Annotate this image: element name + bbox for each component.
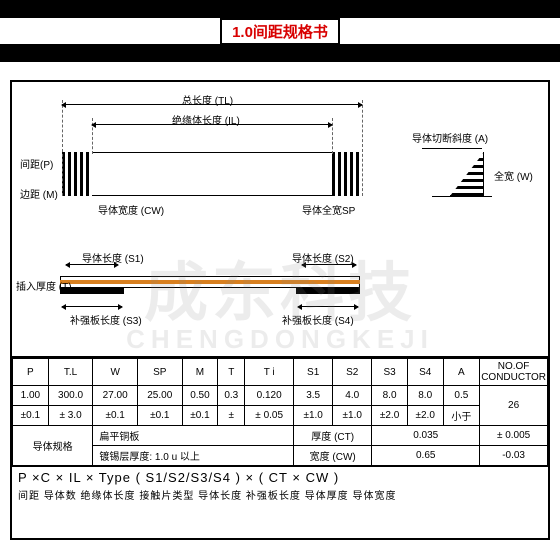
cell: 4.0 [333, 386, 372, 406]
section-bot-line [432, 196, 492, 197]
cable-top-body [82, 152, 342, 196]
ti-label: 插入厚度 (T) [16, 278, 72, 293]
hdr-m: M [182, 359, 218, 386]
cell-mat: 扁平铜板 [93, 426, 294, 446]
cell-speclabel: 导体规格 [13, 426, 93, 466]
diagram-area: 总长度 (TL) 绝缘体长度 (IL) 间距(P) 边距 (M) 导体宽度 (C… [12, 82, 548, 358]
tl-label: 总长度 (TL) [182, 92, 233, 107]
formula-sub: 间距 导体数 绝缘体长度 接触片类型 导体长度 补强板长度 导体厚度 导体宽度 [18, 487, 548, 502]
s4-label: 补强板长度 (S4) [282, 312, 354, 327]
table-row-mat2: 镀锡层厚度: 1.0 u 以上 宽度 (CW) 0.65 -0.03 [13, 446, 548, 466]
cell-cwlbl: 宽度 (CW) [294, 446, 372, 466]
pitch-label: 间距(P) [20, 156, 53, 171]
cw-label: 导体宽度 (CW) [98, 202, 164, 217]
s3-dim [62, 306, 122, 307]
cell: ±0.1 [137, 406, 182, 426]
bottom-black-bar [0, 44, 560, 62]
formula-main: P ×C × IL × Type ( S1/S2/S3/S4 ) × ( CT … [18, 470, 548, 485]
cell: ±2.0 [407, 406, 443, 426]
top-black-bar [0, 0, 560, 18]
wedge-outline [450, 152, 484, 196]
table-row-mat1: 导体规格 扁平铜板 厚度 (CT) 0.035 ± 0.005 [13, 426, 548, 446]
margin-label: 边距 (M) [20, 186, 58, 201]
table-row-tol: ±0.1 ± 3.0 ±0.1 ±0.1 ±0.1 ± ± 0.05 ±1.0 … [13, 406, 548, 426]
cell: ±2.0 [372, 406, 408, 426]
hdr-s2: S2 [333, 359, 372, 386]
table-row-values: 1.00 300.0 27.00 25.00 0.50 0.3 0.120 3.… [13, 386, 548, 406]
title-strip: 1.0间距规格书 [0, 18, 560, 44]
table-header-row: P T.L W SP M T T i S1 S2 S3 S4 A NO.OF C… [13, 359, 548, 386]
cell: 0.5 [443, 386, 480, 406]
side-core [60, 280, 360, 284]
cell-ctval: 0.035 [372, 426, 480, 446]
hdr-a: A [443, 359, 480, 386]
cell-cwval: 0.65 [372, 446, 480, 466]
section-top-line [422, 148, 482, 149]
cell: 8.0 [407, 386, 443, 406]
s4-dim [298, 306, 358, 307]
cell: 300.0 [48, 386, 93, 406]
cell: ±0.1 [13, 406, 49, 426]
stiffener-right [296, 287, 360, 294]
s1-label: 导体长度 (S1) [82, 250, 144, 265]
s2-dim [302, 264, 356, 265]
cell: ±0.1 [93, 406, 138, 426]
hdr-sp: SP [137, 359, 182, 386]
cell: 25.00 [137, 386, 182, 406]
cell-cwtol: -0.03 [480, 446, 548, 466]
hdr-noc: NO.OF CONDUCTOR [480, 359, 548, 386]
w-label: 全宽 (W) [494, 168, 533, 183]
tl-ext-r [362, 100, 363, 196]
cell-cttol: ± 0.005 [480, 426, 548, 446]
cable-right-conductors [332, 152, 362, 196]
tl-ext-l [62, 100, 63, 196]
cell-plating: 镀锡层厚度: 1.0 u 以上 [93, 446, 294, 466]
cell: 小于 [443, 406, 480, 426]
hdr-s1: S1 [294, 359, 333, 386]
cell: 3.5 [294, 386, 333, 406]
hdr-p: P [13, 359, 49, 386]
cell-conductor: 26 [480, 386, 548, 426]
hdr-s3: S3 [372, 359, 408, 386]
cell: 0.50 [182, 386, 218, 406]
cell: ± 0.05 [245, 406, 294, 426]
spec-table: P T.L W SP M T T i S1 S2 S3 S4 A NO.OF C… [12, 358, 548, 466]
cell-ctlbl: 厚度 (CT) [294, 426, 372, 446]
cell: ± [218, 406, 245, 426]
sp-label: 导体全宽SP [302, 202, 355, 217]
cell: ±1.0 [294, 406, 333, 426]
cell: 0.120 [245, 386, 294, 406]
hdr-w: W [93, 359, 138, 386]
cell: ±0.1 [182, 406, 218, 426]
hdr-tl: T.L [48, 359, 93, 386]
cable-left-conductors [62, 152, 92, 196]
angle-label: 导体切断斜度 (A) [412, 130, 488, 145]
s1-dim [66, 264, 118, 265]
formula-row: P ×C × IL × Type ( S1/S2/S3/S4 ) × ( CT … [12, 466, 548, 504]
spec-frame: 成东科技 CHENGDONGKEJI 总长度 (TL) 绝缘体长度 (IL) 间… [10, 80, 550, 540]
cell: ± 3.0 [48, 406, 93, 426]
s3-label: 补强板长度 (S3) [70, 312, 142, 327]
il-label: 绝缘体长度 (IL) [172, 112, 240, 127]
cell: 8.0 [372, 386, 408, 406]
hdr-s4: S4 [407, 359, 443, 386]
cell: 27.00 [93, 386, 138, 406]
hdr-t: T [218, 359, 245, 386]
cell: 1.00 [13, 386, 49, 406]
title-box: 1.0间距规格书 [220, 18, 340, 45]
cell: 0.3 [218, 386, 245, 406]
hdr-ti: T i [245, 359, 294, 386]
cell: ±1.0 [333, 406, 372, 426]
